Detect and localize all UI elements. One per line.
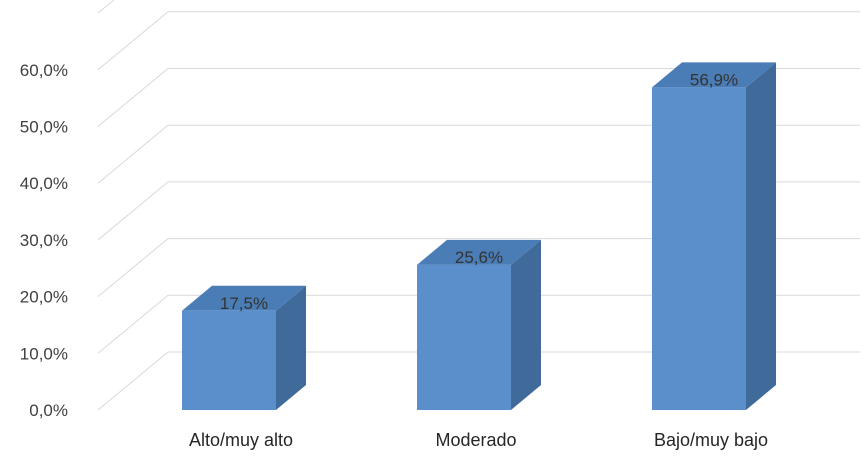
bar-front-face — [182, 310, 276, 410]
gridline — [97, 181, 860, 241]
y-tick-label: 40,0% — [20, 174, 68, 193]
bar-side-face — [511, 239, 541, 410]
bar-side-face — [746, 62, 776, 410]
y-axis-tick-labels: 0,0% 10,0% 20,0% 30,0% 40,0% 50,0% 60,0% — [20, 61, 68, 420]
gridline — [97, 351, 860, 411]
gridline — [97, 11, 860, 71]
bar-top-face — [182, 285, 306, 311]
y-tick-label: 20,0% — [20, 288, 68, 307]
bar-front-face — [417, 264, 511, 410]
bar-top-face — [652, 62, 776, 88]
gridline — [97, 294, 860, 354]
y-tick-label: 10,0% — [20, 344, 68, 363]
x-category-label: Alto/muy alto — [189, 430, 293, 450]
gridline — [97, 238, 860, 297]
bar — [652, 62, 776, 410]
bar-side-face — [276, 285, 306, 410]
bar-top-face — [417, 239, 541, 265]
gridline — [97, 68, 860, 127]
gridline — [97, 0, 115, 14]
gridline — [97, 124, 860, 184]
y-tick-label: 60,0% — [20, 61, 68, 80]
bar-front-face — [652, 87, 746, 410]
x-category-label: Moderado — [435, 430, 516, 450]
bars: 17,5% 25,6% 56,9% — [182, 62, 776, 410]
y-tick-label: 30,0% — [20, 231, 68, 250]
data-label: 56,9% — [690, 70, 738, 89]
bar — [417, 239, 541, 410]
data-label: 25,6% — [455, 248, 503, 267]
data-label: 17,5% — [220, 294, 268, 313]
y-tick-label: 0,0% — [29, 401, 68, 420]
x-category-label: Bajo/muy bajo — [654, 430, 768, 450]
bar — [182, 285, 306, 410]
x-axis-category-labels: Alto/muy alto Moderado Bajo/muy bajo — [189, 430, 768, 450]
y-tick-label: 50,0% — [20, 118, 68, 137]
gridlines — [97, 0, 860, 411]
